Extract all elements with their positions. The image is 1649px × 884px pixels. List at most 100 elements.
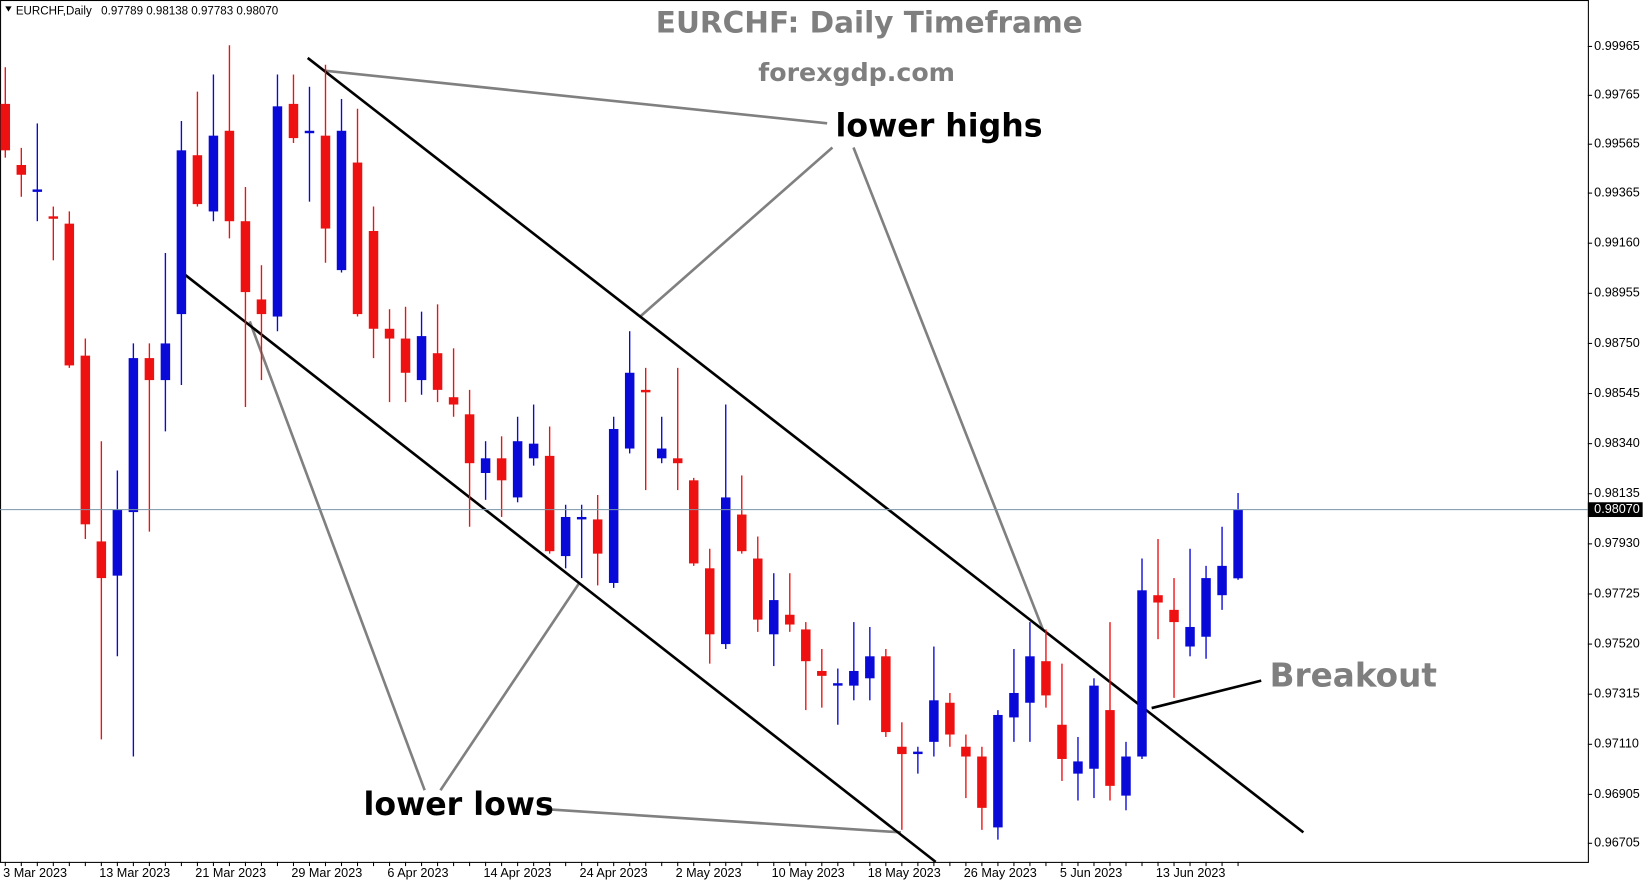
y-tick-label: 0.98750 [1594,336,1640,350]
candle-body [704,568,715,635]
candle-body [865,656,875,679]
menu-triangle [5,6,12,12]
candle-body [304,130,315,134]
arrow [439,581,581,791]
x-tick-label: 6 Apr 2023 [387,866,448,880]
y-tick-label: 0.98135 [1594,486,1640,500]
chart-subtitle: forexgdp.com [758,58,955,87]
candle-body [624,372,635,449]
y-tick-label: 0.99365 [1594,185,1640,199]
candle-body [272,106,283,317]
y-tick-label: 0.97725 [1594,586,1640,600]
x-tick-label: 14 Apr 2023 [483,866,551,880]
candle-body [240,221,251,293]
candle-body [528,443,539,459]
candle-body [897,746,907,755]
y-tick-label: 0.97315 [1594,687,1640,701]
annotation-arrows [248,69,1045,834]
candle-body [496,458,507,481]
breakout-pointer [1151,679,1262,710]
x-tick-label: 21 Mar 2023 [195,866,266,880]
candle-body [192,155,203,205]
y-tick-label: 0.97520 [1594,636,1640,650]
x-tick-label: 13 Mar 2023 [99,866,170,880]
symbol-label: EURCHF,Daily [16,6,92,18]
candle-body [929,700,939,742]
candle-body [785,614,795,625]
candle-body [1121,756,1131,796]
candle-body [128,358,139,513]
candle-body [256,299,267,315]
candle-body [160,343,171,381]
candle-body [464,414,475,464]
annotation: lower highs [836,108,1043,144]
candle-body [64,223,75,366]
candle-body [336,130,347,271]
candle-body [688,480,699,564]
y-tick-label: 0.96905 [1594,787,1640,801]
candle-body [769,600,779,635]
candle-body [1009,692,1019,718]
candle-body [993,714,1003,828]
x-tick-label: 2 May 2023 [676,866,742,880]
candle-body [144,358,155,381]
candles [0,45,1243,840]
candle-body [32,189,43,192]
candle-body [737,514,747,552]
candle-body [544,455,555,552]
candle-body [672,458,683,464]
candle-body [176,150,187,315]
candle-body [112,509,123,576]
candle-body [512,441,523,498]
candle-body [416,336,427,381]
candle-body [608,428,619,583]
candle-body [224,130,235,222]
x-tick-label: 5 Jun 2023 [1060,866,1122,880]
candle-body [849,670,859,686]
candle-body [0,103,11,151]
candle-body [1233,509,1243,579]
candle-body [400,338,411,373]
candle-body [96,541,107,579]
candle-body [817,670,827,676]
y-tick-label: 0.99765 [1594,88,1640,102]
y-tick-label: 0.96705 [1594,836,1640,850]
candle-body [592,519,603,554]
arrow [545,807,901,834]
y-tick-label: 0.98340 [1594,436,1640,450]
x-tick-label: 24 Apr 2023 [580,866,648,880]
arrow [639,146,834,318]
candle-body [977,756,987,808]
candle-body [288,103,299,139]
candle-body [1073,761,1083,774]
x-tick-label: 3 Mar 2023 [3,866,67,880]
candle-body [913,751,923,755]
candle-body [753,558,763,620]
candle-body [1137,590,1147,757]
candle-body [801,629,811,662]
candle-body [721,497,731,645]
candle-body [80,355,91,525]
candle-body [1089,685,1099,769]
candle-body [1057,724,1067,759]
y-tick-label: 0.98545 [1594,386,1640,400]
x-tick-label: 29 Mar 2023 [291,866,362,880]
candle-body [320,135,331,229]
candle-body [1185,626,1195,647]
y-tick-label: 0.98955 [1594,286,1640,300]
y-tick-label: 0.99565 [1594,137,1640,151]
x-tick-label: 13 Jun 2023 [1156,866,1226,880]
candle-body [432,353,443,390]
candle-body [16,164,27,175]
candle-body [1169,609,1179,623]
candle-body [576,516,587,520]
candle-body [656,448,667,459]
candle-body [1217,565,1227,596]
candle-body [833,683,843,686]
annotation: Breakout [1270,656,1437,694]
y-tick-label: 0.99160 [1594,236,1640,250]
arrow [852,147,1045,631]
x-tick-label: 18 May 2023 [868,866,941,880]
